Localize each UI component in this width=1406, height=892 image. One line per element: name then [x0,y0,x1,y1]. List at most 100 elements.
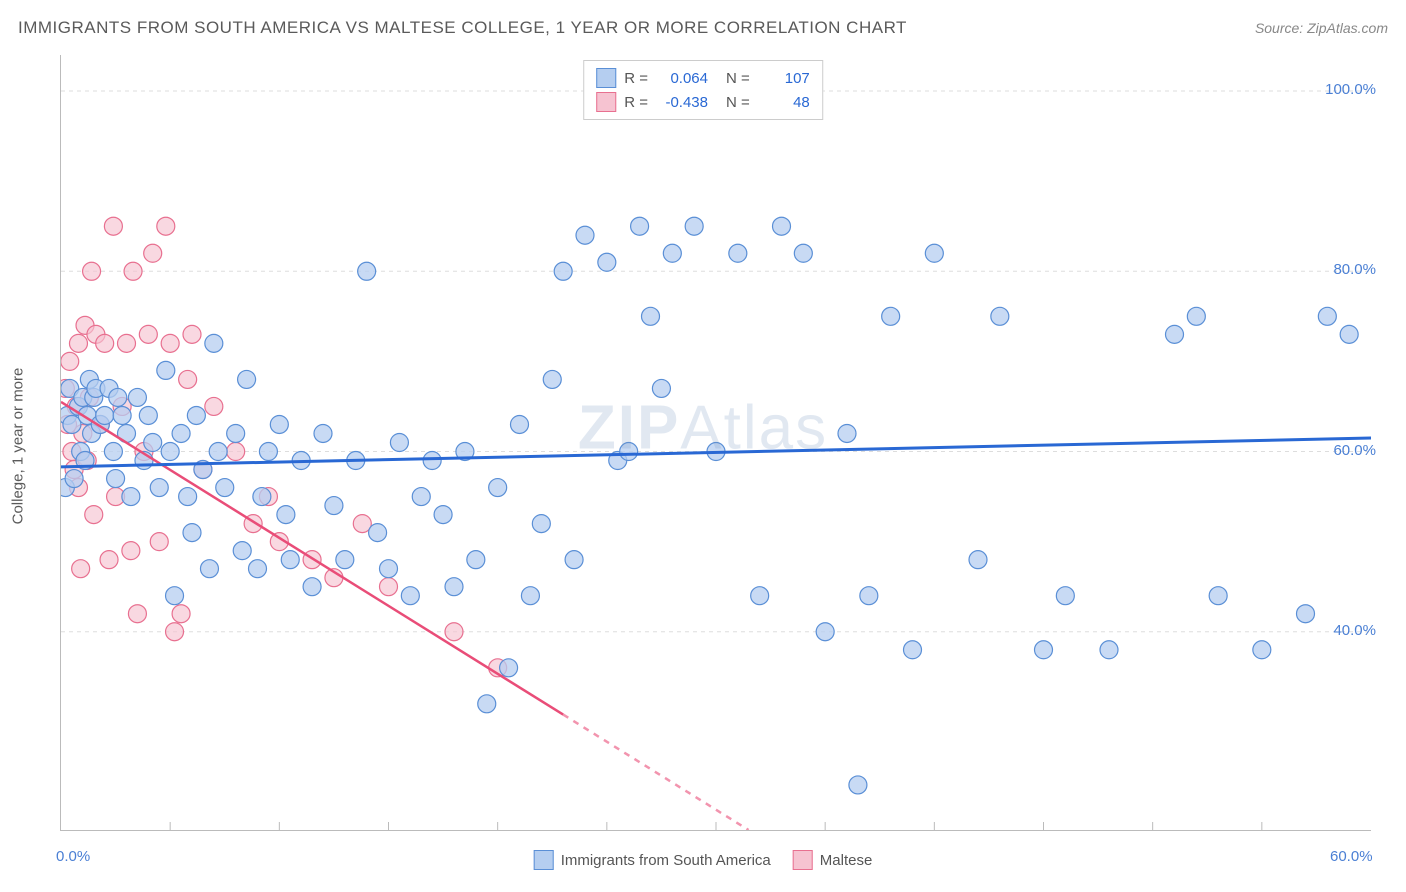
data-point [128,388,146,406]
y-tick-label: 80.0% [1333,261,1376,278]
data-point [150,533,168,551]
data-point [663,244,681,262]
data-point [281,551,299,569]
data-point [96,406,114,424]
legend-label: Maltese [820,852,873,869]
source-label: Source: [1255,20,1303,36]
data-point [161,443,179,461]
data-point [532,515,550,533]
y-axis-label: College, 1 year or more [10,368,27,525]
data-point [390,434,408,452]
y-tick-label: 40.0% [1333,622,1376,639]
data-point [200,560,218,578]
data-point [253,488,271,506]
data-point [249,560,267,578]
data-point [166,587,184,605]
data-point [104,217,122,235]
data-point [991,307,1009,325]
data-point [543,370,561,388]
data-point [1187,307,1205,325]
data-point [65,470,83,488]
data-point [325,497,343,515]
data-point [1035,641,1053,659]
data-point [358,262,376,280]
chart-title: IMMIGRANTS FROM SOUTH AMERICA VS MALTESE… [18,18,907,37]
data-point [179,488,197,506]
data-point [434,506,452,524]
data-point [489,479,507,497]
data-point [467,551,485,569]
data-point [233,542,251,560]
data-point [216,479,234,497]
legend: Immigrants from South America Maltese [534,850,873,870]
data-point [773,217,791,235]
data-point [166,623,184,641]
data-point [104,443,122,461]
series-swatch [596,92,616,112]
data-point [277,506,295,524]
chart-plot-area [60,55,1371,831]
data-point [511,415,529,433]
data-point [598,253,616,271]
data-point [150,479,168,497]
n-label: N = [726,94,750,111]
data-point [1166,325,1184,343]
series-swatch [534,850,554,870]
x-tick-label: 60.0% [1330,848,1373,865]
data-point [631,217,649,235]
data-point [144,434,162,452]
data-point [445,578,463,596]
data-point [139,325,157,343]
data-point [521,587,539,605]
data-point [172,424,190,442]
data-point [161,334,179,352]
r-label: R = [624,70,648,87]
source-link[interactable]: ZipAtlas.com [1307,20,1388,36]
data-point [183,325,201,343]
stats-row: R =-0.438N =48 [596,90,810,114]
data-point [1253,641,1271,659]
data-point [423,452,441,470]
data-point [72,560,90,578]
trend-line-extrapolated [563,715,748,830]
data-point [336,551,354,569]
data-point [144,244,162,262]
data-point [209,443,227,461]
data-point [969,551,987,569]
data-point [69,334,87,352]
data-point [109,388,127,406]
data-point [838,424,856,442]
data-point [816,623,834,641]
data-point [478,695,496,713]
scatter-chart [61,55,1371,830]
r-value: 0.064 [656,70,708,87]
r-label: R = [624,94,648,111]
x-tick-label: 0.0% [56,848,90,865]
data-point [1297,605,1315,623]
data-point [61,352,79,370]
data-point [205,397,223,415]
data-point [187,406,205,424]
data-point [157,217,175,235]
data-point [565,551,583,569]
y-tick-label: 100.0% [1325,81,1376,98]
data-point [576,226,594,244]
data-point [183,524,201,542]
legend-label: Immigrants from South America [561,852,771,869]
correlation-stats-box: R =0.064N =107R =-0.438N =48 [583,60,823,120]
data-point [925,244,943,262]
data-point [122,488,140,506]
data-point [380,578,398,596]
series-swatch [596,68,616,88]
data-point [685,217,703,235]
data-point [83,262,101,280]
data-point [904,641,922,659]
data-point [401,587,419,605]
data-point [642,307,660,325]
data-point [118,334,136,352]
data-point [652,379,670,397]
data-point [412,488,430,506]
legend-item: Immigrants from South America [534,850,771,870]
data-point [794,244,812,262]
data-point [369,524,387,542]
